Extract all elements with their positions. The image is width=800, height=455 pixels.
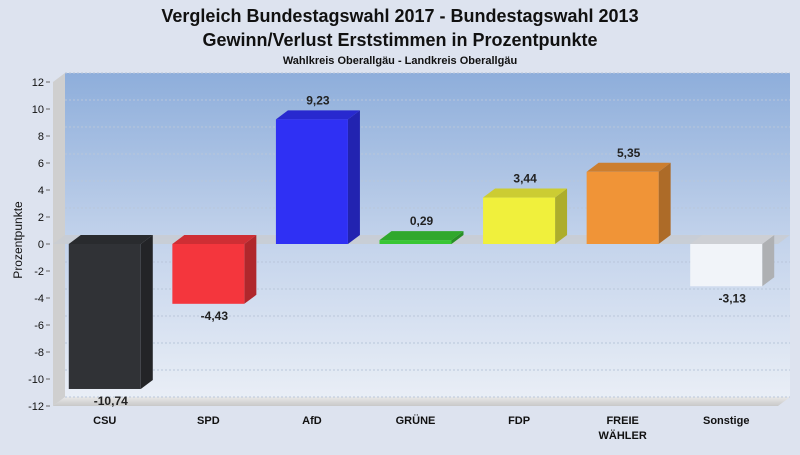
bar-front [690,244,763,287]
value-labels: -10,74 -4,43 9,23 0,29 3,44 5,35 -3,13 [94,93,746,408]
bar-top [586,162,671,172]
bar-side [762,235,775,287]
value-label: -4,43 [201,309,229,323]
value-label: 9,23 [306,93,330,107]
y-tick-label: 4 [38,185,44,197]
y-tick-label: -10 [28,374,44,386]
bar-top [483,188,568,198]
bar-front [172,244,245,304]
category-label: Sonstige [703,415,749,427]
x-axis-labels: CSU SPD AfD GRÜNE FDP FREIE WÄHLER Sonstige [93,414,749,442]
bar-top [379,231,464,241]
y-tick-label: 0 [38,239,44,251]
bar-top [68,235,153,244]
y-tick-label: 10 [32,104,44,116]
category-label: FREIE WÄHLER [599,415,647,442]
bar-front [379,240,452,244]
y-tick-label: -12 [28,401,44,413]
value-label: 5,35 [617,146,641,160]
bar-grüne [379,231,464,244]
category-label: SPD [197,415,220,427]
bar-side [347,110,360,245]
bar-fdp [483,188,568,244]
bar-csu [68,235,153,389]
value-label: -3,13 [719,291,747,305]
value-label: -10,74 [94,394,128,408]
category-label: GRÜNE [396,414,436,427]
bar-top [172,235,257,244]
value-label: 0,29 [410,214,434,228]
bar-freie-wähler [586,162,671,244]
bar-front [275,119,348,244]
y-tick-label: 8 [38,131,44,143]
y-tick-label: 6 [38,158,44,170]
y-axis-label: Prozentpunkte [11,201,25,279]
bar-top [690,235,775,244]
y-axis-ticks: -12 -10 -8 -6 -4 -2 0 2 4 6 8 10 12 [28,77,50,413]
bars [68,110,775,389]
bar-sonstige [690,235,775,287]
y-tick-label: -8 [34,347,44,359]
bar-front [483,197,556,244]
bar-spd [172,235,257,304]
category-label: AfD [302,415,322,427]
value-label: 3,44 [513,172,537,186]
category-label: CSU [93,415,116,427]
bar-side [244,235,257,304]
bar-side [451,231,464,244]
bar-side [555,188,568,244]
y-tick-label: -6 [34,320,44,332]
bar-side [658,162,671,244]
bar-front [586,171,659,244]
y-tick-label: 12 [32,77,44,89]
y-tick-label: 2 [38,212,44,224]
bar-front [68,244,141,389]
bar-afd [275,110,360,245]
chart-subtitle: Wahlkreis Oberallgäu - Landkreis Oberall… [283,55,517,67]
bar-side [140,235,153,389]
chart-title: Vergleich Bundestagswahl 2017 - Bundesta… [161,6,638,26]
chart-title-line-2: Gewinn/Verlust Erststimmen in Prozentpun… [202,30,597,50]
y-tick-label: -2 [34,266,44,278]
bar-top [275,110,360,120]
y-tick-label: -4 [34,293,44,305]
category-label: FDP [508,415,530,427]
floor [53,397,790,406]
